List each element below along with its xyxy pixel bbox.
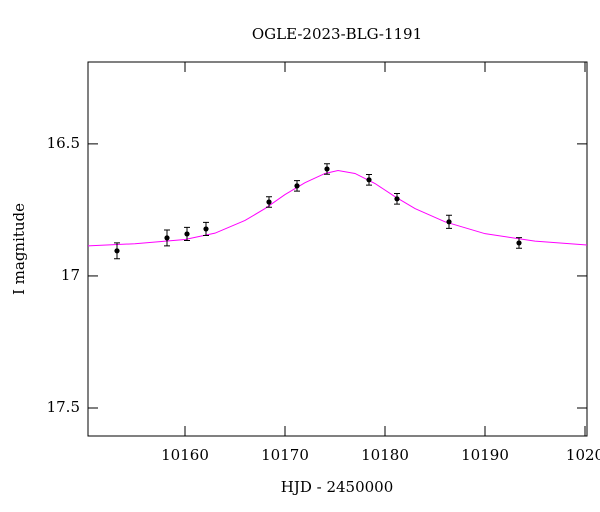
- data-point: [184, 231, 190, 237]
- data-point: [203, 226, 209, 232]
- data-point: [394, 196, 400, 202]
- data-point: [266, 199, 272, 205]
- y-tick-label: 17: [61, 266, 80, 284]
- model-curve: [87, 170, 588, 247]
- data-point: [446, 219, 452, 225]
- y-tick-label: 17.5: [47, 398, 80, 416]
- data-point: [324, 166, 330, 172]
- x-axis-label: HJD - 2450000: [281, 478, 394, 496]
- x-tick-label: 1020: [566, 446, 600, 464]
- x-tick-label: 10160: [161, 446, 209, 464]
- x-tick-label: 10190: [461, 446, 509, 464]
- data-point: [114, 248, 120, 254]
- y-axis-label: I magnitude: [10, 203, 28, 295]
- x-tick-label: 10180: [361, 446, 409, 464]
- chart-title: OGLE-2023-BLG-1191: [252, 25, 422, 43]
- data-point: [516, 240, 522, 246]
- x-tick-label: 10170: [261, 446, 309, 464]
- y-tick-label: 16.5: [47, 134, 80, 152]
- plot-frame: [87, 61, 588, 437]
- data-point: [294, 183, 300, 189]
- data-point: [366, 177, 372, 183]
- data-point: [164, 235, 170, 241]
